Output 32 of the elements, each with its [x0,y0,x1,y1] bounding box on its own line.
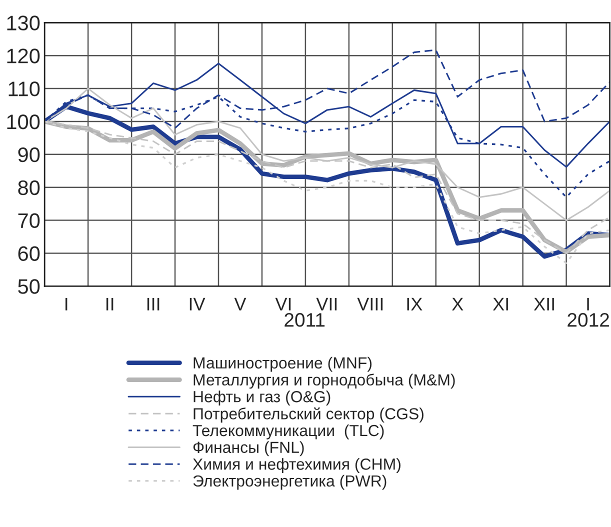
x-tick-label: IX [407,298,422,310]
legend-label: Потребительский сектор (CGS) [194,407,424,423]
y-tick-label: 60 [18,246,40,261]
x-tick-label: I [66,298,68,310]
y-tick-label: 50 [18,279,40,294]
x-tick-label: XII [534,298,554,310]
y-tick-label: 70 [18,213,40,228]
x-tick-label: VII [316,298,337,310]
y-tick-label: 130 [7,16,40,30]
x-tick-label: III [147,298,160,310]
y-tick-label: 90 [18,147,40,162]
legend-label: Химия и нефтехимия (CHM) [192,458,400,473]
legend-label: Телекоммуникации (TLC) [192,424,384,440]
y-tick-label: 100 [7,114,40,130]
x-tick-label: XI [492,298,508,310]
x-tick-label: I [587,298,589,310]
legend-label: Металлургия и горнодобыча (M&M) [194,374,455,389]
text: 2011 [284,313,325,327]
x-tick-label: VI [275,298,291,310]
y-tick-label: 110 [8,82,40,96]
legend-label: Машиностроение (MNF) [194,356,372,372]
y-tick-label: 80 [18,180,40,196]
x-tick-label: VIII [357,298,383,310]
legend-label: Нефть и газ (O&G) [194,390,330,406]
x-tick-label: II [106,298,114,310]
text: 2012 [568,313,609,327]
x-tick-label: IV [190,298,206,310]
x-tick-label: X [452,298,464,310]
y-tick-label: 120 [7,48,40,64]
x-tick-label: V [234,298,246,310]
legend-label: Финансы (FNL) [193,441,304,456]
legend-label: Электроэнергетика (PWR) [193,474,386,490]
